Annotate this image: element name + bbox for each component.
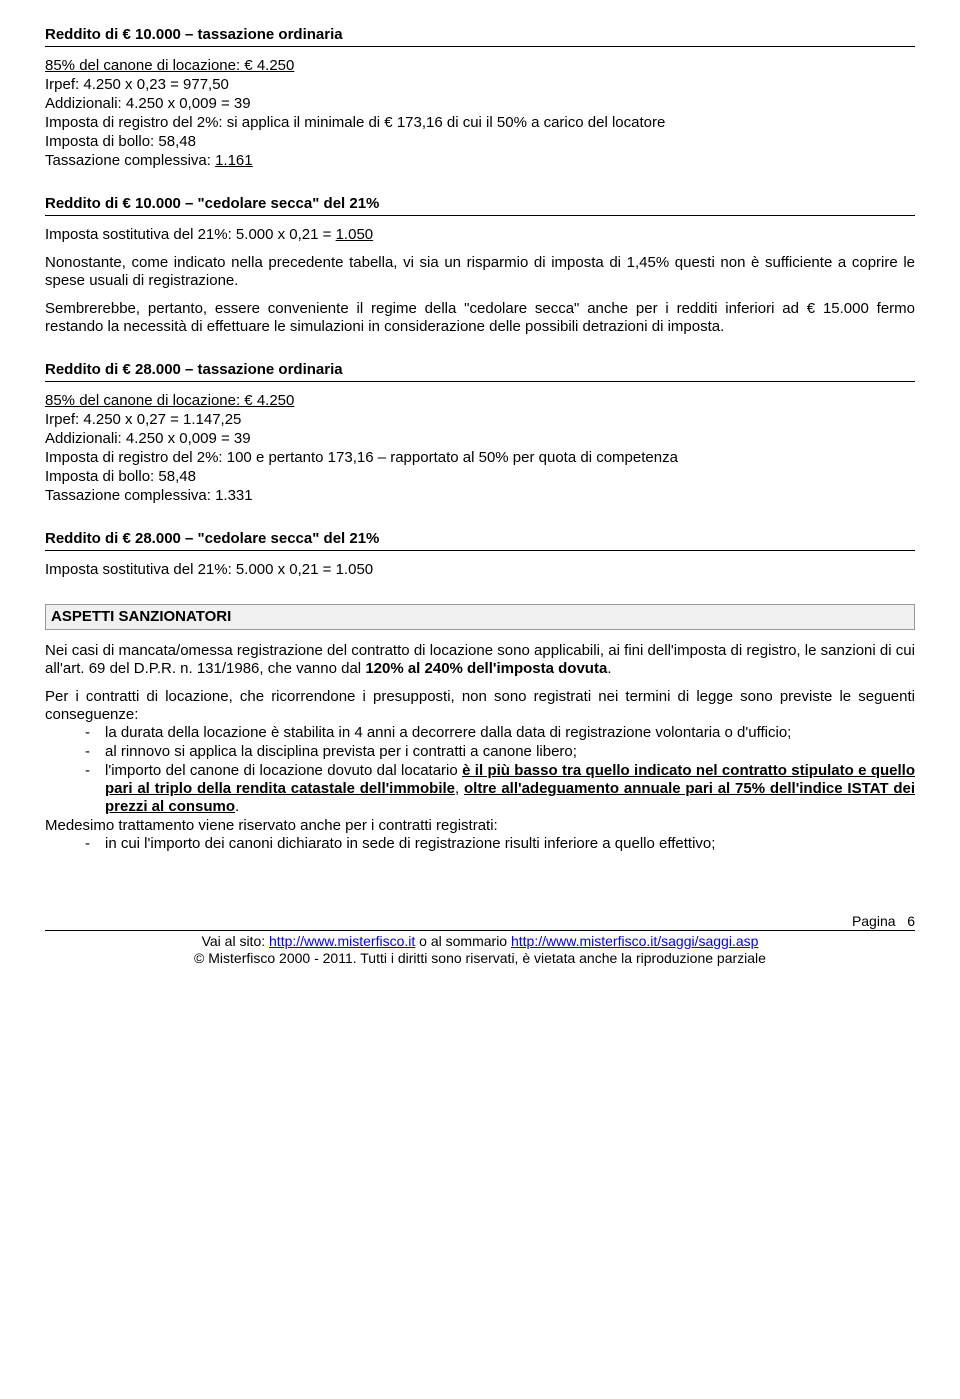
s1-line1: 85% del canone di locazione: € 4.250 xyxy=(45,57,294,74)
section-2: Reddito di € 10.000 – "cedolare secca" d… xyxy=(45,195,915,336)
sanctions-list-1: -la durata della locazione è stabilita i… xyxy=(45,724,915,816)
s2-para1: Nonostante, come indicato nella preceden… xyxy=(45,254,915,290)
section-3: Reddito di € 28.000 – tassazione ordinar… xyxy=(45,361,915,505)
s3-line5: Imposta di bollo: 58,48 xyxy=(45,468,915,486)
s3-line1: 85% del canone di locazione: € 4.250 xyxy=(45,392,294,409)
site-link-1[interactable]: http://www.misterfisco.it xyxy=(269,933,415,949)
section-2-heading: Reddito di € 10.000 – "cedolare secca" d… xyxy=(45,195,915,216)
s1-line4: Imposta di registro del 2%: si applica i… xyxy=(45,114,915,132)
s4-line1: Imposta sostitutiva del 21%: 5.000 x 0,2… xyxy=(45,561,915,579)
section-1: Reddito di € 10.000 – tassazione ordinar… xyxy=(45,26,915,170)
site-link-2[interactable]: http://www.misterfisco.it/saggi/saggi.as… xyxy=(511,933,758,949)
page-number: Pagina 6 xyxy=(45,913,915,930)
list-item: -la durata della locazione è stabilita i… xyxy=(85,724,915,742)
copyright-text: © Misterfisco 2000 - 2011. Tutti i dirit… xyxy=(194,950,766,966)
list-item: -al rinnovo si applica la disciplina pre… xyxy=(85,743,915,761)
dash-icon: - xyxy=(85,743,105,761)
s1-line5: Imposta di bollo: 58,48 xyxy=(45,133,915,151)
s1-line3: Addizionali: 4.250 x 0,009 = 39 xyxy=(45,95,915,113)
sanctions-box-title: ASPETTI SANZIONATORI xyxy=(45,604,915,630)
s1-line6: Tassazione complessiva: 1.161 xyxy=(45,152,915,170)
section-1-heading: Reddito di € 10.000 – tassazione ordinar… xyxy=(45,26,915,47)
list-item: -in cui l'importo dei canoni dichiarato … xyxy=(85,835,915,853)
section-4-heading: Reddito di € 28.000 – "cedolare secca" d… xyxy=(45,530,915,551)
s2-line1: Imposta sostitutiva del 21%: 5.000 x 0,2… xyxy=(45,226,915,244)
s1-line2: Irpef: 4.250 x 0,23 = 977,50 xyxy=(45,76,915,94)
sanctions-p2: Per i contratti di locazione, che ricorr… xyxy=(45,688,915,724)
s3-line6: Tassazione complessiva: 1.331 xyxy=(45,487,915,505)
s3-line4: Imposta di registro del 2%: 100 e pertan… xyxy=(45,449,915,467)
dash-icon: - xyxy=(85,835,105,853)
list-item: -l'importo del canone di locazione dovut… xyxy=(85,762,915,816)
sanctions-list-2: -in cui l'importo dei canoni dichiarato … xyxy=(45,835,915,853)
section-4: Reddito di € 28.000 – "cedolare secca" d… xyxy=(45,530,915,579)
sanctions-p3: Medesimo trattamento viene riservato anc… xyxy=(45,817,915,835)
s3-line3: Addizionali: 4.250 x 0,009 = 39 xyxy=(45,430,915,448)
dash-icon: - xyxy=(85,762,105,780)
s2-para2: Sembrerebbe, pertanto, essere convenient… xyxy=(45,300,915,336)
dash-icon: - xyxy=(85,724,105,742)
s3-line2: Irpef: 4.250 x 0,27 = 1.147,25 xyxy=(45,411,915,429)
sanctions-p1: Nei casi di mancata/omessa registrazione… xyxy=(45,642,915,678)
footer-links: Vai al sito: http://www.misterfisco.it o… xyxy=(45,930,915,967)
section-3-heading: Reddito di € 28.000 – tassazione ordinar… xyxy=(45,361,915,382)
